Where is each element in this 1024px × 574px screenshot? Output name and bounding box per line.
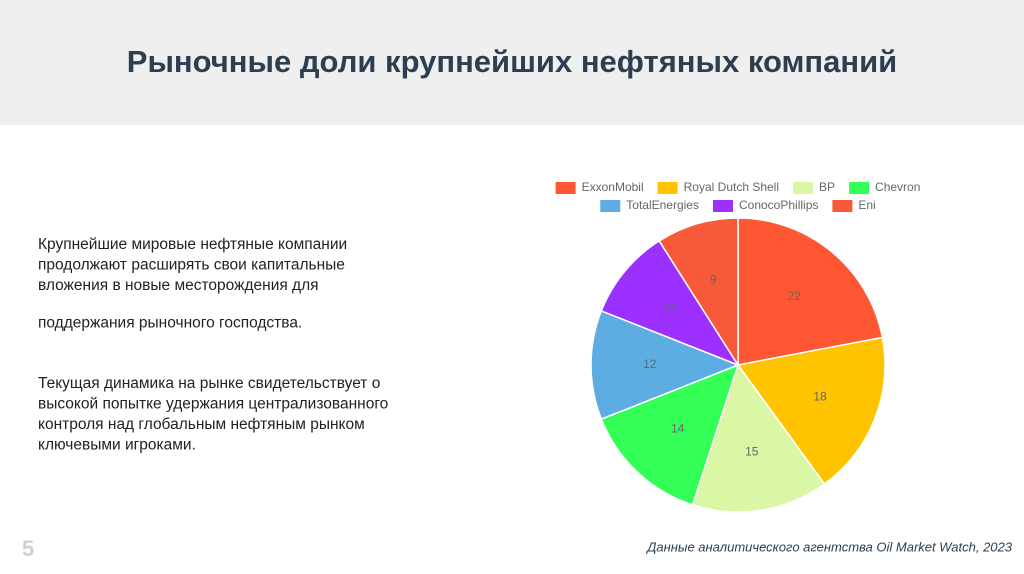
pie-chart: 22 18 15 14 12 10 9 — [590, 217, 886, 513]
pie-slice — [736, 336, 886, 485]
legend-label: ConocoPhillips — [739, 198, 818, 212]
legend-label: BP — [819, 180, 835, 194]
legend-label: TotalEnergies — [626, 198, 699, 212]
data-label: 12 — [643, 357, 657, 371]
pie-slice — [600, 239, 740, 367]
legend-swatch — [712, 200, 733, 212]
legend-swatch — [600, 200, 621, 212]
body-text: Крупнейшие мировые нефтяные компании прод… — [38, 236, 388, 454]
legend-item: Eni — [832, 198, 876, 212]
data-label: 14 — [671, 421, 685, 435]
legend-item: TotalEnergies — [600, 198, 699, 212]
legend-swatch — [555, 182, 576, 194]
data-label: 22 — [788, 289, 802, 303]
body-line: высокой попытке удержания централизованн… — [38, 396, 388, 413]
pie-slice — [658, 217, 739, 368]
legend-swatch — [832, 200, 853, 212]
body-line: поддержания рыночного господства. — [38, 315, 302, 332]
legend-item: BP — [793, 180, 835, 194]
pie-slice — [737, 217, 884, 366]
data-label: 15 — [745, 444, 759, 458]
body-line: вложения в новые месторождения для — [38, 277, 319, 294]
legend-label: Chevron — [875, 180, 920, 194]
page-number: 5 — [22, 536, 34, 561]
pie-slice — [590, 309, 741, 421]
legend-item: Chevron — [849, 180, 920, 194]
slide-title: Рыночные доли крупнейших нефтяных компан… — [127, 44, 897, 79]
header-band — [0, 0, 1024, 125]
legend-label: Eni — [858, 198, 875, 212]
legend-item: Royal Dutch Shell — [657, 180, 779, 194]
data-label: 9 — [710, 272, 717, 286]
legend-label: ExxonMobil — [582, 180, 644, 194]
data-label: 10 — [663, 301, 677, 315]
pie-slice — [600, 363, 740, 506]
legend: ExxonMobil Royal Dutch Shell BP Chevron Tota… — [555, 180, 920, 212]
pie-slice — [691, 363, 826, 513]
body-line: Крупнейшие мировые нефтяные компании — [38, 236, 347, 253]
legend-swatch — [793, 182, 814, 194]
legend-item: ExxonMobil — [555, 180, 644, 194]
body-line: продолжают расширять свои капитальные — [38, 257, 345, 274]
body-line: Текущая динамика на рынке свидетельствуе… — [38, 375, 380, 392]
legend-label: Royal Dutch Shell — [684, 180, 779, 194]
legend-swatch — [657, 182, 678, 194]
body-line: ключевыми игроками. — [38, 437, 196, 454]
legend-swatch — [849, 182, 870, 194]
body-line: контроля над глобальным нефтяным рынком — [38, 416, 365, 433]
source-note: Данные аналитического агентства Oil Mark… — [645, 539, 1013, 554]
data-label: 18 — [813, 390, 827, 404]
legend-item: ConocoPhillips — [712, 198, 818, 212]
